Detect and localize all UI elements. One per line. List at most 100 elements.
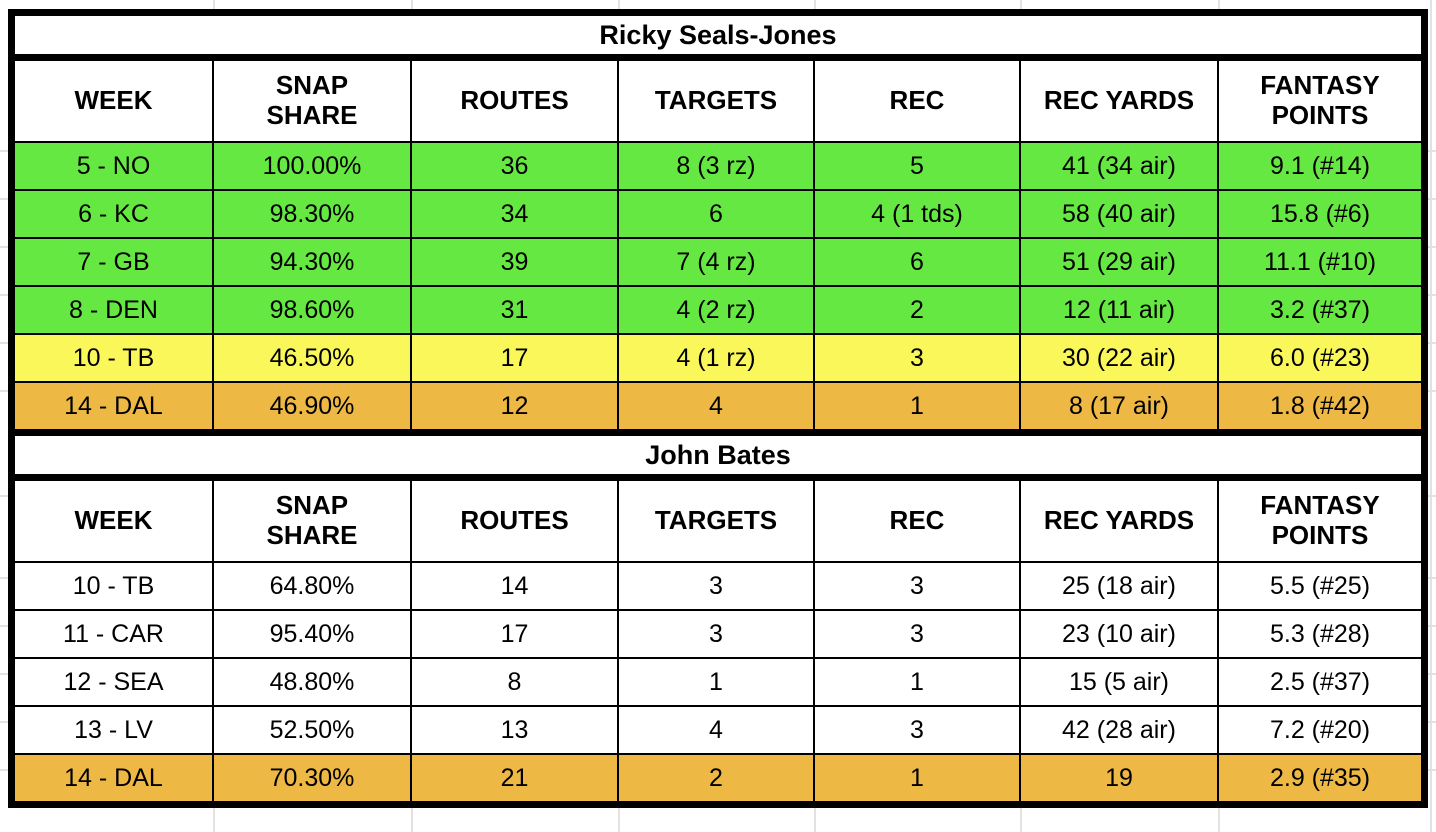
cell-targets: 4 (1 rz) [619, 335, 815, 383]
cell-routes: 14 [412, 563, 619, 611]
cell-week: 11 - CAR [15, 611, 214, 659]
table-row: 8 - DEN 98.60% 31 4 (2 rz) 2 12 (11 air) 3.2 (… [15, 287, 1421, 335]
cell-fantasy-points: 2.5 (#37) [1219, 659, 1421, 707]
cell-snap-share: 100.00% [214, 143, 412, 191]
column-header-rec: REC [815, 61, 1021, 143]
cell-snap-share: 64.80% [214, 563, 412, 611]
cell-rec: 3 [815, 707, 1021, 755]
cell-snap-share: 48.80% [214, 659, 412, 707]
column-header-fantasy-points: FANTASY POINTS [1219, 61, 1421, 143]
cell-rec: 3 [815, 335, 1021, 383]
cell-week: 7 - GB [15, 239, 214, 287]
cell-fantasy-points: 3.2 (#37) [1219, 287, 1421, 335]
cell-routes: 34 [412, 191, 619, 239]
column-header-fantasy-points: FANTASY POINTS [1219, 481, 1421, 563]
table-row: 10 - TB 46.50% 17 4 (1 rz) 3 30 (22 air) 6.0 (… [15, 335, 1421, 383]
cell-fantasy-points: 5.5 (#25) [1219, 563, 1421, 611]
cell-snap-share: 46.50% [214, 335, 412, 383]
cell-routes: 8 [412, 659, 619, 707]
column-header-routes: ROUTES [412, 61, 619, 143]
cell-week: 13 - LV [15, 707, 214, 755]
cell-rec-yards: 15 (5 air) [1021, 659, 1219, 707]
cell-week: 14 - DAL [15, 383, 214, 429]
cell-snap-share: 94.30% [214, 239, 412, 287]
cell-rec-yards: 8 (17 air) [1021, 383, 1219, 429]
cell-week: 10 - TB [15, 563, 214, 611]
cell-rec-yards: 19 [1021, 755, 1219, 801]
cell-rec: 1 [815, 659, 1021, 707]
table-row: 10 - TB 64.80% 14 3 3 25 (18 air) 5.5 (#25) [15, 563, 1421, 611]
cell-rec: 3 [815, 563, 1021, 611]
cell-targets: 8 (3 rz) [619, 143, 815, 191]
column-header-rec-yards: REC YARDS [1021, 481, 1219, 563]
table-row: 6 - KC 98.30% 34 6 4 (1 tds) 58 (40 air) 15.8 … [15, 191, 1421, 239]
cell-targets: 4 (2 rz) [619, 287, 815, 335]
cell-fantasy-points: 11.1 (#10) [1219, 239, 1421, 287]
cell-snap-share: 46.90% [214, 383, 412, 429]
column-header-rec: REC [815, 481, 1021, 563]
column-header-targets: TARGETS [619, 481, 815, 563]
cell-routes: 36 [412, 143, 619, 191]
column-header-snap-share: SNAP SHARE [214, 481, 412, 563]
player-name-title: John Bates [15, 436, 1421, 481]
column-header-week: WEEK [15, 481, 214, 563]
cell-snap-share: 52.50% [214, 707, 412, 755]
cell-rec: 1 [815, 755, 1021, 801]
cell-routes: 39 [412, 239, 619, 287]
player-name-title: Ricky Seals-Jones [15, 16, 1421, 61]
cell-routes: 17 [412, 335, 619, 383]
cell-rec-yards: 42 (28 air) [1021, 707, 1219, 755]
cell-week: 6 - KC [15, 191, 214, 239]
cell-week: 10 - TB [15, 335, 214, 383]
table-header-row: WEEK SNAP SHARE ROUTES TARGETS REC REC YARDS F… [15, 61, 1421, 143]
table-row: 13 - LV 52.50% 13 4 3 42 (28 air) 7.2 (#20) [15, 707, 1421, 755]
cell-rec: 1 [815, 383, 1021, 429]
cell-rec: 5 [815, 143, 1021, 191]
cell-routes: 21 [412, 755, 619, 801]
cell-targets: 7 (4 rz) [619, 239, 815, 287]
cell-snap-share: 95.40% [214, 611, 412, 659]
table-row: 7 - GB 94.30% 39 7 (4 rz) 6 51 (29 air) 11.1 (… [15, 239, 1421, 287]
column-header-snap-share: SNAP SHARE [214, 61, 412, 143]
cell-fantasy-points: 2.9 (#35) [1219, 755, 1421, 801]
cell-routes: 31 [412, 287, 619, 335]
cell-rec-yards: 58 (40 air) [1021, 191, 1219, 239]
cell-fantasy-points: 1.8 (#42) [1219, 383, 1421, 429]
cell-fantasy-points: 9.1 (#14) [1219, 143, 1421, 191]
column-header-routes: ROUTES [412, 481, 619, 563]
cell-targets: 3 [619, 611, 815, 659]
cell-rec: 4 (1 tds) [815, 191, 1021, 239]
cell-targets: 4 [619, 707, 815, 755]
cell-rec: 3 [815, 611, 1021, 659]
cell-targets: 3 [619, 563, 815, 611]
cell-targets: 1 [619, 659, 815, 707]
cell-week: 5 - NO [15, 143, 214, 191]
cell-routes: 13 [412, 707, 619, 755]
player-section: John Bates WEEK SNAP SHARE ROUTES TARGETS REC… [15, 429, 1421, 801]
column-header-rec-yards: REC YARDS [1021, 61, 1219, 143]
cell-week: 8 - DEN [15, 287, 214, 335]
table-row: 14 - DAL 46.90% 12 4 1 8 (17 air) 1.8 (#42) [15, 383, 1421, 429]
cell-fantasy-points: 6.0 (#23) [1219, 335, 1421, 383]
cell-week: 14 - DAL [15, 755, 214, 801]
spreadsheet-gridline [1430, 0, 1432, 832]
cell-rec-yards: 25 (18 air) [1021, 563, 1219, 611]
cell-rec-yards: 41 (34 air) [1021, 143, 1219, 191]
table-row: 12 - SEA 48.80% 8 1 1 15 (5 air) 2.5 (#37) [15, 659, 1421, 707]
cell-fantasy-points: 5.3 (#28) [1219, 611, 1421, 659]
cell-routes: 17 [412, 611, 619, 659]
table-header-row: WEEK SNAP SHARE ROUTES TARGETS REC REC YARDS F… [15, 481, 1421, 563]
cell-routes: 12 [412, 383, 619, 429]
cell-rec-yards: 30 (22 air) [1021, 335, 1219, 383]
cell-rec-yards: 51 (29 air) [1021, 239, 1219, 287]
cell-targets: 6 [619, 191, 815, 239]
cell-fantasy-points: 15.8 (#6) [1219, 191, 1421, 239]
column-header-week: WEEK [15, 61, 214, 143]
cell-week: 12 - SEA [15, 659, 214, 707]
table-row: 11 - CAR 95.40% 17 3 3 23 (10 air) 5.3 (#28) [15, 611, 1421, 659]
cell-rec-yards: 23 (10 air) [1021, 611, 1219, 659]
table-row: 5 - NO 100.00% 36 8 (3 rz) 5 41 (34 air) 9.1 (… [15, 143, 1421, 191]
cell-targets: 2 [619, 755, 815, 801]
table-row: 14 - DAL 70.30% 21 2 1 19 2.9 (#35) [15, 755, 1421, 801]
cell-snap-share: 98.30% [214, 191, 412, 239]
